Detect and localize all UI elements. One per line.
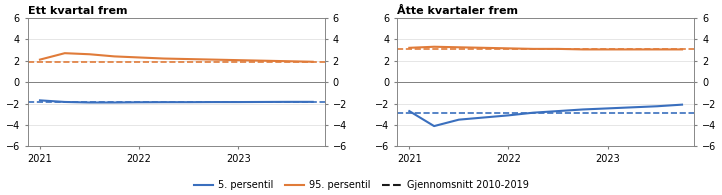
Legend: 5. persentil, 95. persentil, Gjennomsnitt 2010-2019: 5. persentil, 95. persentil, Gjennomsnit… — [190, 176, 532, 194]
Text: Åtte kvartaler frem: Åtte kvartaler frem — [397, 5, 518, 16]
Text: Ett kvartal frem: Ett kvartal frem — [27, 6, 127, 16]
